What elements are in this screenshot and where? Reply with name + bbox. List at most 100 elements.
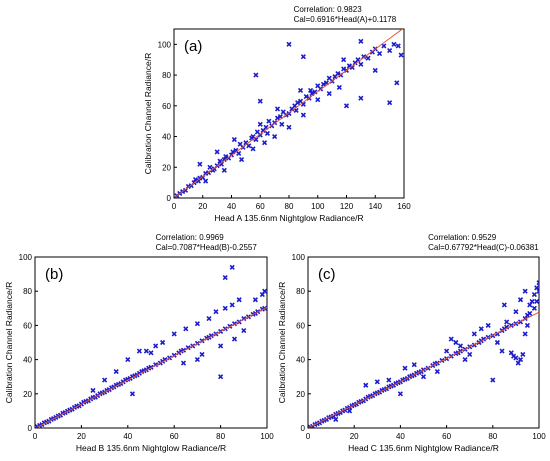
x-tick-label: 40 (227, 202, 236, 211)
y-tick-label: 0 (28, 424, 33, 433)
data-point (363, 382, 369, 388)
y-tick-label: 60 (23, 321, 32, 330)
x-tick-label: 40 (123, 432, 132, 441)
data-point (125, 357, 131, 363)
data-point (236, 297, 242, 303)
data-point (336, 84, 342, 90)
data-point (218, 161, 225, 167)
x-tick-label: 60 (170, 432, 179, 441)
data-point (153, 343, 159, 349)
data-point (320, 81, 327, 87)
y-axis-label: Calibration Channel Radiance/R (143, 53, 153, 174)
data-point (420, 374, 427, 380)
y-tick-label: 40 (296, 356, 305, 365)
data-point (257, 121, 263, 127)
data-point (300, 54, 306, 60)
data-point (358, 38, 364, 44)
data-point (536, 280, 539, 286)
data-point (341, 57, 347, 63)
y-tick-label: 80 (296, 287, 305, 296)
fit-line (35, 306, 267, 428)
data-point (387, 100, 393, 106)
data-point (374, 379, 380, 385)
x-tick-label: 0 (172, 202, 177, 211)
data-point (397, 391, 403, 397)
x-tick-label: 0 (306, 432, 311, 441)
x-axis-label: Head C 135.6nm Nightglow Radiance/R (348, 443, 499, 453)
data-point (223, 153, 229, 160)
data-point (231, 137, 237, 143)
y-axis-label: Calibration Channel Radiance/R (4, 282, 14, 403)
data-point (250, 146, 256, 152)
y-tick-label: 40 (162, 133, 171, 142)
data-point (333, 416, 339, 423)
data-point (335, 70, 341, 77)
y-tick-label: 40 (23, 356, 32, 365)
x-axis-label: Head A 135.6nm Nightglow Radiance/R (214, 213, 363, 223)
data-point (434, 369, 440, 375)
data-point (517, 297, 524, 303)
data-point (303, 94, 309, 100)
data-point (391, 41, 397, 47)
data-point (197, 161, 203, 167)
data-point (218, 374, 224, 380)
data-point (300, 112, 306, 118)
data-point (402, 365, 408, 371)
x-tick-label: 100 (311, 202, 325, 211)
data-point (264, 130, 271, 137)
x-tick-label: 60 (256, 202, 265, 211)
data-point (297, 87, 304, 94)
x-axis-label: Head B 135.6nm Nightglow Radiance/R (76, 443, 226, 453)
plot-frame (307, 256, 540, 429)
x-tick-label: 0 (33, 432, 38, 441)
data-point (513, 355, 519, 361)
panel-a: 0 20 40 60 80 100 120 140 160 0 20 40 60 80 100 Head A … (143, 5, 411, 223)
x-tick-label: 60 (442, 432, 451, 441)
data-point (286, 41, 292, 47)
data-point (195, 178, 202, 184)
x-tick-label: 40 (396, 432, 405, 441)
data-point (453, 339, 459, 346)
data-point (349, 64, 355, 70)
data-point (307, 87, 314, 94)
y-tick-label: 0 (167, 194, 172, 203)
data-point (398, 52, 404, 58)
data-point (467, 351, 473, 358)
data-point (113, 369, 119, 375)
data-point (527, 310, 533, 316)
data-point (90, 387, 96, 393)
data-point (136, 348, 142, 354)
x-tick-label: 80 (488, 432, 497, 441)
data-point (462, 357, 468, 363)
x-tick-label: 100 (532, 432, 546, 441)
data-point (199, 351, 205, 358)
panel-label: (c) (318, 266, 336, 283)
data-point (499, 348, 505, 354)
y-tick-label: 80 (23, 287, 32, 296)
x-tick-label: 20 (350, 432, 359, 441)
panel-label: (b) (45, 266, 63, 283)
equation-text: Cal=0.67792*Head(C)-0.06381 (428, 243, 539, 252)
data-point (194, 321, 200, 327)
data-point (524, 322, 531, 328)
correlation-text: Correlation: 0.9823 (294, 5, 363, 14)
fit-line (174, 29, 404, 198)
data-point (315, 97, 321, 103)
data-point (274, 106, 281, 112)
panel-b: 0 20 40 60 80 100 0 20 40 60 80 100 Head B 135.6nm N… (4, 233, 274, 453)
data-point (395, 43, 401, 49)
x-tick-label: 20 (198, 202, 207, 211)
data-point (160, 339, 166, 346)
data-point (214, 149, 220, 155)
data-point (372, 67, 378, 74)
data-point (261, 140, 268, 146)
data-point (494, 339, 500, 346)
data-point (221, 167, 227, 173)
data-point (129, 391, 136, 397)
data-point (148, 350, 154, 356)
y-tick-label: 20 (162, 163, 171, 172)
data-point (206, 315, 212, 322)
data-point (182, 187, 189, 193)
y-tick-label: 60 (296, 321, 305, 330)
data-point (444, 348, 450, 354)
